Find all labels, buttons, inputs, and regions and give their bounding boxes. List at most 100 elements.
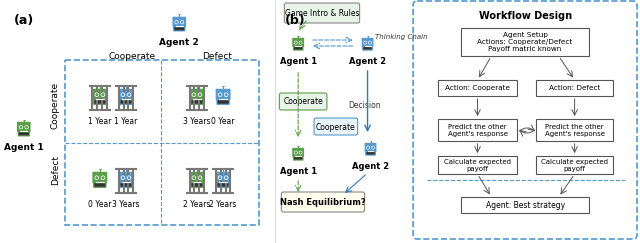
Text: 3 Years: 3 Years	[183, 117, 211, 126]
FancyBboxPatch shape	[120, 183, 132, 187]
Circle shape	[193, 94, 195, 95]
Text: Cooperate: Cooperate	[108, 52, 156, 61]
Text: Decision: Decision	[348, 101, 381, 110]
Circle shape	[25, 126, 28, 129]
FancyBboxPatch shape	[293, 38, 303, 46]
Text: Action: Defect: Action: Defect	[549, 85, 600, 91]
Circle shape	[199, 94, 201, 95]
Circle shape	[122, 177, 124, 179]
Circle shape	[300, 42, 301, 43]
FancyBboxPatch shape	[438, 80, 517, 96]
FancyBboxPatch shape	[191, 183, 203, 187]
Text: Defect: Defect	[202, 52, 232, 61]
Text: Agent 1: Agent 1	[280, 167, 317, 176]
Text: Agent 2: Agent 2	[159, 38, 199, 47]
Circle shape	[367, 146, 369, 149]
Text: Agent 2: Agent 2	[349, 57, 386, 66]
Text: Agent 1: Agent 1	[280, 57, 317, 66]
Text: Thinking Chain: Thinking Chain	[375, 34, 428, 40]
Circle shape	[102, 177, 104, 179]
FancyBboxPatch shape	[284, 3, 360, 23]
Circle shape	[300, 152, 301, 153]
Text: 1 Year: 1 Year	[115, 117, 138, 126]
Circle shape	[294, 151, 297, 154]
Circle shape	[372, 146, 374, 149]
FancyBboxPatch shape	[365, 143, 376, 151]
FancyBboxPatch shape	[217, 183, 229, 187]
Circle shape	[225, 94, 227, 95]
FancyBboxPatch shape	[362, 38, 373, 46]
Text: 1 Year: 1 Year	[88, 117, 111, 126]
Circle shape	[122, 176, 124, 179]
Text: 0 Year: 0 Year	[88, 200, 111, 209]
FancyBboxPatch shape	[438, 156, 517, 174]
Text: (a): (a)	[14, 14, 34, 27]
FancyBboxPatch shape	[461, 197, 589, 213]
Circle shape	[367, 147, 369, 148]
Text: Agent Setup
Actions: Cooperate/Defect
Payoff matric known: Agent Setup Actions: Cooperate/Defect Pa…	[477, 32, 573, 52]
Text: Nash Equilibrium?: Nash Equilibrium?	[280, 198, 366, 207]
Circle shape	[372, 147, 374, 148]
Circle shape	[180, 21, 184, 24]
Text: Cooperate: Cooperate	[316, 122, 356, 131]
Circle shape	[193, 93, 195, 96]
Text: Calculate expected
payoff: Calculate expected payoff	[541, 158, 608, 172]
Circle shape	[95, 93, 99, 96]
FancyBboxPatch shape	[18, 132, 29, 136]
Circle shape	[26, 127, 28, 128]
Text: Defect: Defect	[51, 155, 60, 185]
Circle shape	[369, 42, 371, 43]
FancyBboxPatch shape	[173, 17, 186, 26]
FancyBboxPatch shape	[293, 46, 303, 50]
FancyBboxPatch shape	[119, 172, 133, 182]
FancyBboxPatch shape	[280, 93, 327, 110]
FancyBboxPatch shape	[191, 100, 203, 104]
Circle shape	[198, 176, 202, 179]
Circle shape	[175, 21, 178, 24]
FancyBboxPatch shape	[293, 148, 303, 156]
Circle shape	[198, 93, 202, 96]
Text: Agent 2: Agent 2	[352, 162, 389, 171]
Text: Predict the other
Agent's response: Predict the other Agent's response	[447, 123, 508, 137]
Circle shape	[295, 152, 296, 153]
FancyBboxPatch shape	[93, 172, 107, 182]
Circle shape	[225, 176, 228, 179]
Circle shape	[294, 41, 297, 44]
FancyBboxPatch shape	[173, 27, 185, 31]
Circle shape	[225, 93, 228, 96]
Text: (b): (b)	[285, 14, 306, 27]
Text: 2 Years: 2 Years	[209, 200, 237, 209]
Circle shape	[218, 176, 221, 179]
FancyBboxPatch shape	[190, 89, 204, 99]
Circle shape	[193, 177, 195, 179]
Circle shape	[122, 93, 124, 96]
FancyBboxPatch shape	[293, 156, 303, 160]
Circle shape	[300, 41, 302, 44]
Circle shape	[95, 176, 99, 179]
Circle shape	[369, 41, 371, 44]
Circle shape	[101, 93, 104, 96]
Circle shape	[220, 177, 221, 179]
Text: Action: Cooperate: Action: Cooperate	[445, 85, 510, 91]
Circle shape	[176, 21, 177, 23]
Circle shape	[225, 177, 227, 179]
Circle shape	[96, 94, 97, 95]
Circle shape	[101, 176, 104, 179]
FancyBboxPatch shape	[120, 100, 132, 104]
Circle shape	[20, 126, 22, 129]
Circle shape	[128, 94, 130, 95]
FancyBboxPatch shape	[216, 89, 230, 99]
Text: Agent: Best strategy: Agent: Best strategy	[486, 200, 564, 209]
Text: 0 Year: 0 Year	[211, 117, 235, 126]
Text: Cooperate: Cooperate	[51, 81, 60, 129]
Circle shape	[128, 177, 130, 179]
FancyBboxPatch shape	[314, 118, 358, 135]
Circle shape	[218, 93, 221, 96]
Circle shape	[96, 177, 97, 179]
Text: Calculate expected
payoff: Calculate expected payoff	[444, 158, 511, 172]
Circle shape	[365, 42, 366, 43]
FancyBboxPatch shape	[217, 100, 229, 104]
Circle shape	[300, 151, 302, 154]
FancyBboxPatch shape	[93, 100, 106, 104]
FancyBboxPatch shape	[93, 183, 106, 187]
